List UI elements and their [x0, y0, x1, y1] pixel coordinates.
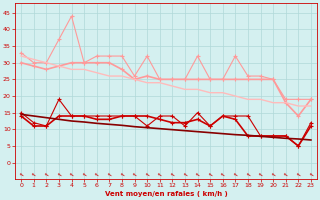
Text: ←: ← [93, 171, 100, 178]
Text: ←: ← [18, 171, 24, 178]
Text: ←: ← [156, 171, 163, 178]
Text: ←: ← [283, 171, 289, 178]
Text: ←: ← [308, 171, 314, 178]
Text: ←: ← [119, 171, 125, 178]
Text: ←: ← [81, 171, 87, 178]
Text: ←: ← [30, 171, 37, 178]
Text: ←: ← [169, 171, 176, 178]
Text: ←: ← [245, 171, 251, 178]
Text: ←: ← [106, 171, 113, 178]
Text: ←: ← [257, 171, 264, 178]
Text: ←: ← [220, 171, 226, 178]
Text: ←: ← [270, 171, 276, 178]
Text: ←: ← [207, 171, 213, 178]
X-axis label: Vent moyen/en rafales ( km/h ): Vent moyen/en rafales ( km/h ) [105, 191, 228, 197]
Text: ←: ← [68, 171, 75, 178]
Text: ←: ← [131, 171, 138, 178]
Text: ←: ← [182, 171, 188, 178]
Text: ←: ← [295, 171, 301, 178]
Text: ←: ← [56, 171, 62, 178]
Text: ←: ← [232, 171, 239, 178]
Text: ←: ← [43, 171, 50, 178]
Text: ←: ← [194, 171, 201, 178]
Text: ←: ← [144, 171, 150, 178]
